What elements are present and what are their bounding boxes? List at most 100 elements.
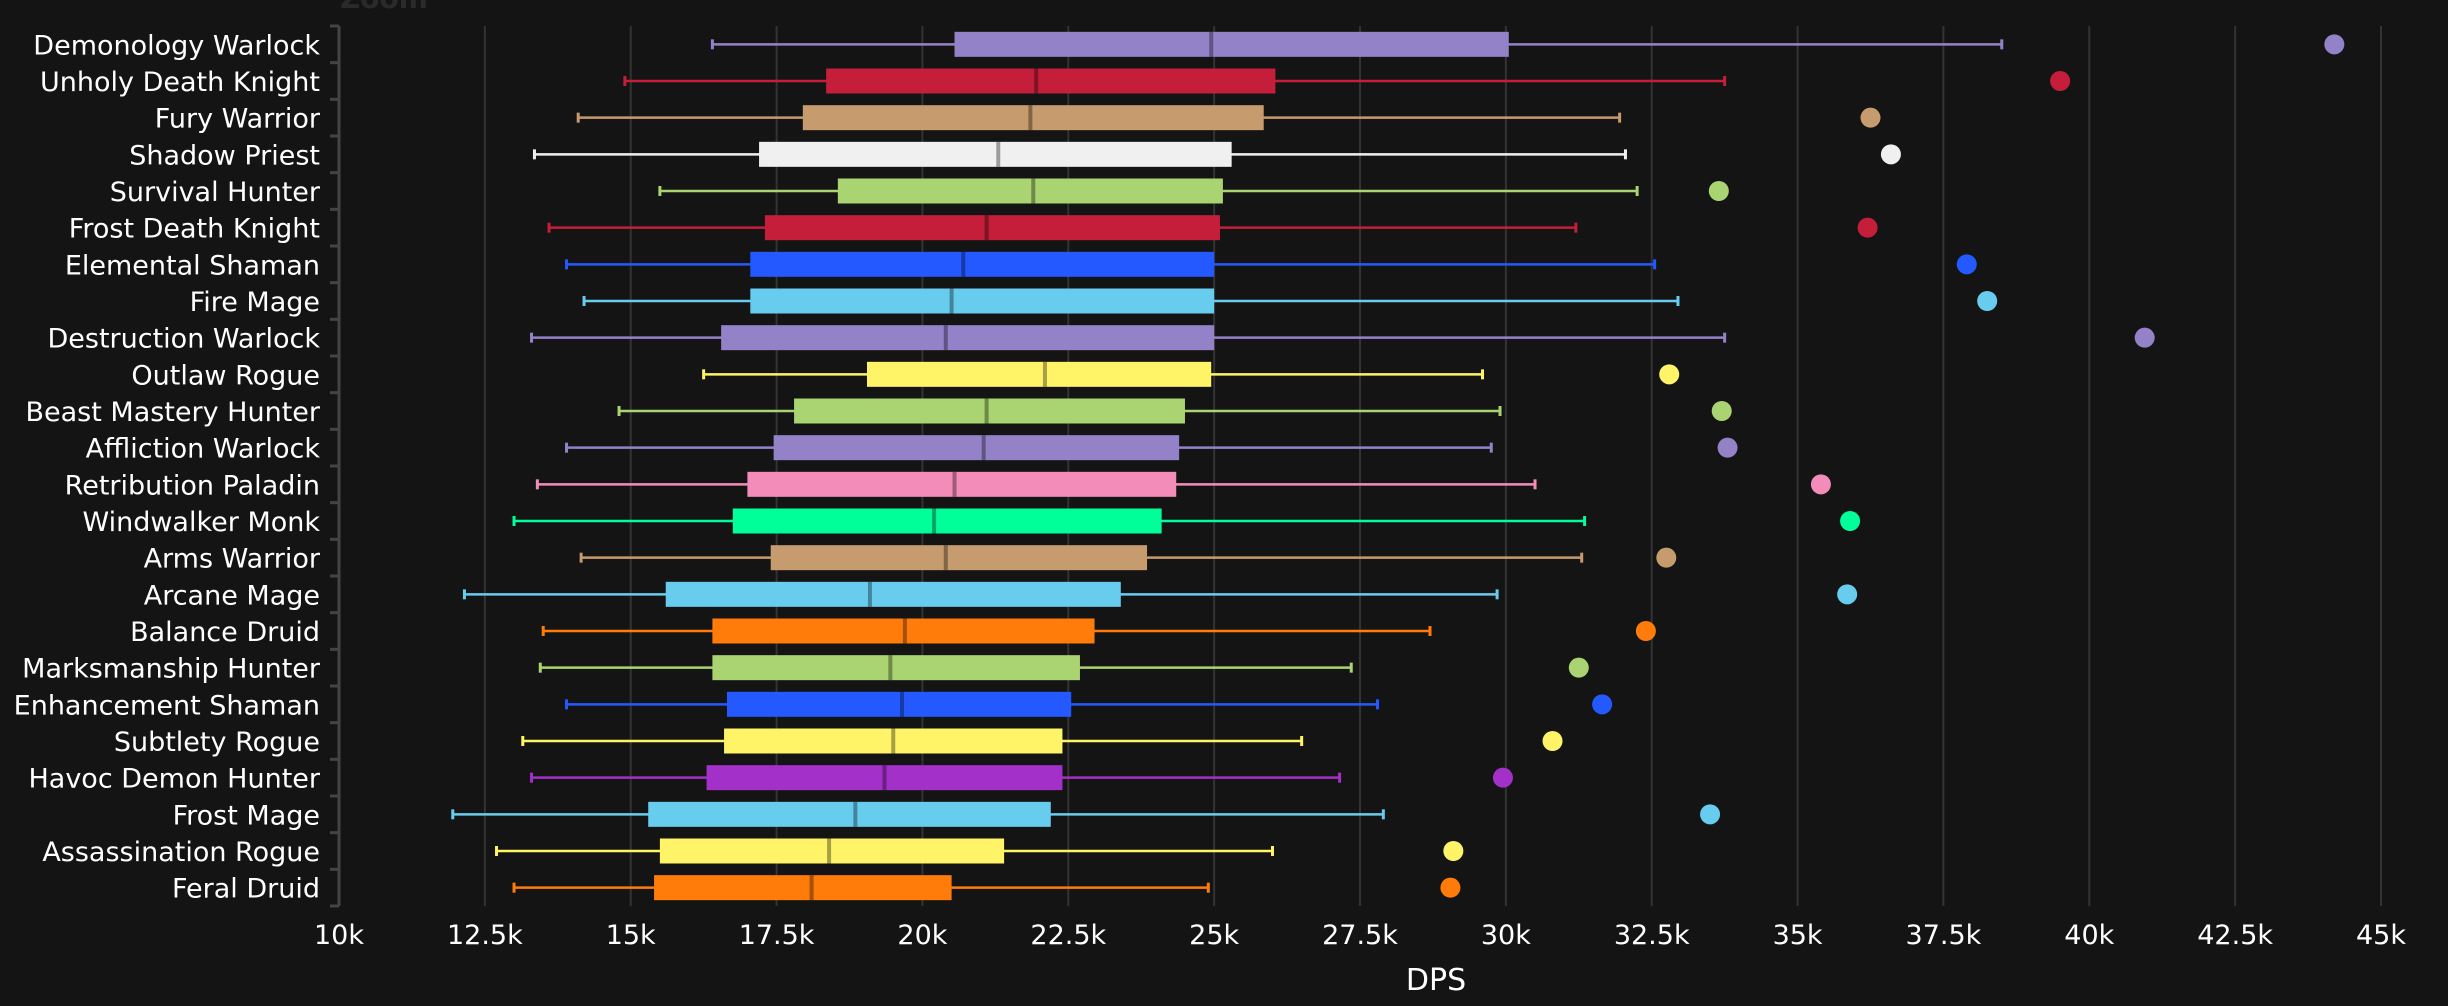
outlier-point bbox=[1492, 767, 1513, 788]
outlier-point bbox=[1956, 254, 1977, 275]
outlier-point bbox=[1857, 217, 1878, 238]
y-tick-label: Retribution Paladin bbox=[65, 470, 320, 501]
outlier-point bbox=[1542, 731, 1563, 751]
box-iqr bbox=[712, 618, 1095, 644]
outlier-point bbox=[1592, 694, 1613, 715]
box-windwalker-monk[interactable] bbox=[512, 508, 1861, 534]
x-tick-label: 10k bbox=[314, 920, 364, 951]
box-assassination-rogue[interactable] bbox=[495, 838, 1464, 864]
outlier-point bbox=[1443, 841, 1464, 861]
box-iqr bbox=[726, 691, 1072, 717]
x-axis-title: DPS bbox=[1406, 963, 1466, 998]
y-tick-label: Beast Mastery Hunter bbox=[25, 397, 320, 428]
box-shadow-priest[interactable] bbox=[532, 141, 1901, 167]
y-tick-label: Frost Mage bbox=[173, 800, 320, 831]
y-tick-label: Windwalker Monk bbox=[82, 507, 320, 538]
grid-lines bbox=[483, 26, 2382, 906]
y-axis: Demonology Warlock Unholy Death Knight Fur… bbox=[14, 24, 341, 908]
box-iqr bbox=[654, 875, 952, 901]
box-subtlety-rogue[interactable] bbox=[521, 728, 1563, 754]
box-arms-warrior[interactable] bbox=[579, 545, 1677, 571]
outlier-point bbox=[1840, 511, 1861, 531]
box-outlaw-rogue[interactable] bbox=[702, 361, 1680, 387]
y-tick-label: Fire Mage bbox=[190, 287, 320, 318]
box-iqr bbox=[721, 325, 1215, 351]
box-iqr bbox=[802, 105, 1264, 131]
outlier-point bbox=[2050, 71, 2071, 91]
y-tick-label: Affliction Warlock bbox=[86, 434, 321, 465]
x-tick-label: 17.5k bbox=[739, 920, 815, 951]
y-tick-label: Feral Druid bbox=[172, 874, 320, 905]
y-tick-label: Outlaw Rogue bbox=[131, 360, 320, 391]
x-tick-label: 22.5k bbox=[1030, 920, 1106, 951]
y-tick-label: Marksmanship Hunter bbox=[22, 654, 321, 685]
outlier-point bbox=[1659, 364, 1680, 385]
y-tick-label: Balance Druid bbox=[130, 617, 320, 648]
outlier-point bbox=[2134, 327, 2155, 348]
y-tick-label: Destruction Warlock bbox=[47, 324, 320, 355]
box-affliction-warlock[interactable] bbox=[565, 435, 1738, 461]
box-iqr bbox=[773, 435, 1180, 461]
box-iqr bbox=[759, 141, 1232, 167]
box-balance-druid[interactable] bbox=[541, 618, 1656, 644]
outlier-point bbox=[1656, 547, 1677, 568]
box-feral-druid[interactable] bbox=[512, 875, 1461, 901]
outlier-point bbox=[1880, 144, 1901, 165]
y-tick-label: Arms Warrior bbox=[144, 544, 321, 575]
y-tick-label: Shadow Priest bbox=[129, 140, 320, 171]
zoom-label[interactable]: Zoom bbox=[340, 0, 428, 15]
box-frost-death-knight[interactable] bbox=[547, 215, 1878, 241]
outlier-point bbox=[1810, 474, 1831, 495]
outlier-point bbox=[1568, 657, 1589, 678]
box-iqr bbox=[750, 251, 1215, 277]
box-demonology-warlock[interactable] bbox=[710, 31, 2345, 57]
box-survival-hunter[interactable] bbox=[658, 178, 1729, 204]
x-tick-label: 27.5k bbox=[1322, 920, 1398, 951]
x-tick-label: 30k bbox=[1481, 920, 1531, 951]
x-tick-label: 40k bbox=[2064, 920, 2114, 951]
box-iqr bbox=[826, 68, 1276, 94]
box-arcane-mage[interactable] bbox=[462, 581, 1858, 607]
y-tick-label: Arcane Mage bbox=[144, 580, 320, 611]
outlier-point bbox=[1860, 107, 1881, 128]
outlier-point bbox=[1635, 621, 1656, 641]
box-series bbox=[451, 31, 2345, 901]
y-tick-label: Frost Death Knight bbox=[69, 214, 320, 245]
box-retribution-paladin[interactable] bbox=[535, 471, 1831, 497]
box-fire-mage[interactable] bbox=[582, 288, 1998, 314]
box-elemental-shaman[interactable] bbox=[565, 251, 1977, 277]
x-tick-label: 45k bbox=[2356, 920, 2406, 951]
x-tick-label: 42.5k bbox=[2197, 920, 2273, 951]
x-tick-label: 32.5k bbox=[1614, 920, 1690, 951]
box-beast-mastery-hunter[interactable] bbox=[617, 398, 1732, 424]
y-tick-label: Elemental Shaman bbox=[65, 250, 320, 281]
box-marksmanship-hunter[interactable] bbox=[538, 655, 1589, 681]
box-iqr bbox=[747, 471, 1177, 497]
box-havoc-demon-hunter[interactable] bbox=[530, 765, 1513, 791]
y-tick-label: Subtlety Rogue bbox=[114, 727, 320, 758]
x-tick-label: 12.5k bbox=[447, 920, 523, 951]
box-iqr bbox=[659, 838, 1005, 864]
y-tick-label: Unholy Death Knight bbox=[40, 67, 320, 98]
box-destruction-warlock[interactable] bbox=[530, 325, 2155, 351]
x-tick-label: 25k bbox=[1189, 920, 1239, 951]
box-iqr bbox=[794, 398, 1185, 424]
box-iqr bbox=[732, 508, 1162, 534]
box-frost-mage[interactable] bbox=[451, 801, 1721, 827]
box-enhancement-shaman[interactable] bbox=[565, 691, 1613, 717]
x-tick-label: 15k bbox=[606, 920, 656, 951]
box-iqr bbox=[648, 801, 1051, 827]
x-tick-label: 20k bbox=[897, 920, 947, 951]
x-tick-label: 35k bbox=[1773, 920, 1823, 951]
box-iqr bbox=[837, 178, 1223, 204]
x-axis: 10k 12.5k 15k 17.5k 20k 22.5k 25k 27.5k 30k 32.5k… bbox=[314, 920, 2406, 951]
box-fury-warrior[interactable] bbox=[576, 105, 1881, 131]
outlier-point bbox=[1977, 291, 1998, 311]
outlier-point bbox=[1717, 437, 1738, 458]
box-iqr bbox=[665, 581, 1121, 607]
box-unholy-death-knight[interactable] bbox=[623, 68, 2071, 94]
box-iqr bbox=[724, 728, 1063, 754]
y-tick-label: Demonology Warlock bbox=[33, 30, 320, 61]
outlier-point bbox=[1700, 804, 1721, 825]
